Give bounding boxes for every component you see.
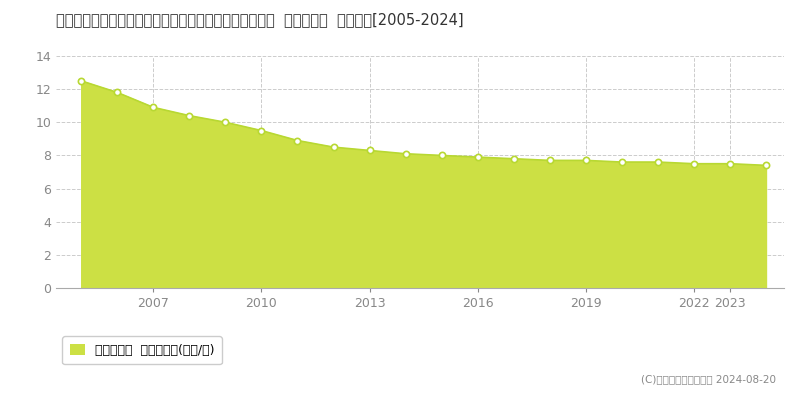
Legend: 基準地価格  平均坪単価(万円/坪): 基準地価格 平均坪単価(万円/坪) <box>62 336 222 364</box>
Text: (C)土地価格ドットコム 2024-08-20: (C)土地価格ドットコム 2024-08-20 <box>641 374 776 384</box>
Text: 茨城県結城郡八千代町大字菅谷字西根曽１１８２番５外  基準地価格  地価推移[2005-2024]: 茨城県結城郡八千代町大字菅谷字西根曽１１８２番５外 基準地価格 地価推移[200… <box>56 12 464 27</box>
